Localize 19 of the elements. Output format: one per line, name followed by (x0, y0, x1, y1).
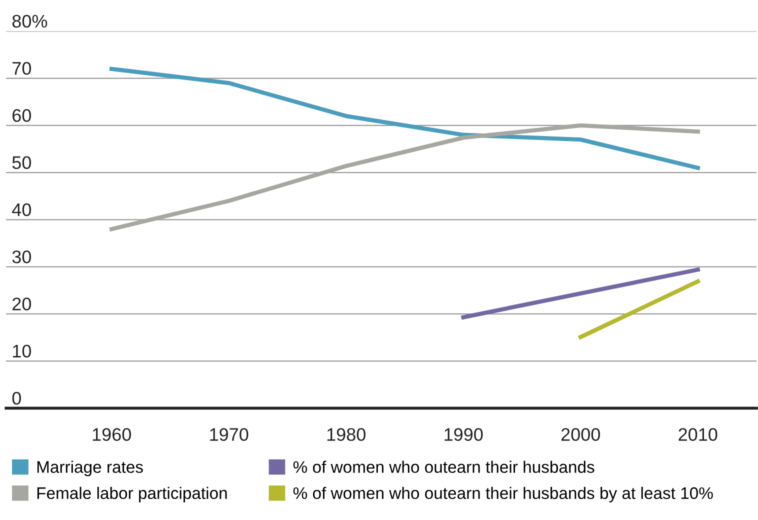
y-tick-label: 30 (12, 250, 31, 264)
x-tick-label: 1970 (210, 428, 248, 441)
legend-label: % of women who outearn their husbands (293, 460, 594, 473)
y-tick-label: 40 (12, 203, 31, 216)
x-tick-label: 2010 (678, 428, 718, 441)
x-tick-label: 1990 (444, 428, 483, 441)
y-tick-label: 70 (12, 62, 31, 75)
y-tick-label: 0 (12, 392, 21, 405)
y-tick-label: 50 (12, 156, 31, 170)
x-tick-label: 1960 (92, 428, 131, 441)
legend-label: Marriage rates (37, 460, 143, 476)
y-tick-label: 80% (12, 14, 48, 28)
legend-label: Female labor participation (37, 486, 227, 502)
y-tick-label: 10 (12, 344, 31, 358)
y-tick-label: 20 (12, 298, 31, 310)
x-tick-label: 1980 (327, 428, 366, 441)
y-tick-label: 60 (12, 109, 31, 122)
legend-label: % of women who outearn their husbands by at least 10% (293, 486, 713, 502)
x-tick-label: 2000 (561, 428, 600, 441)
